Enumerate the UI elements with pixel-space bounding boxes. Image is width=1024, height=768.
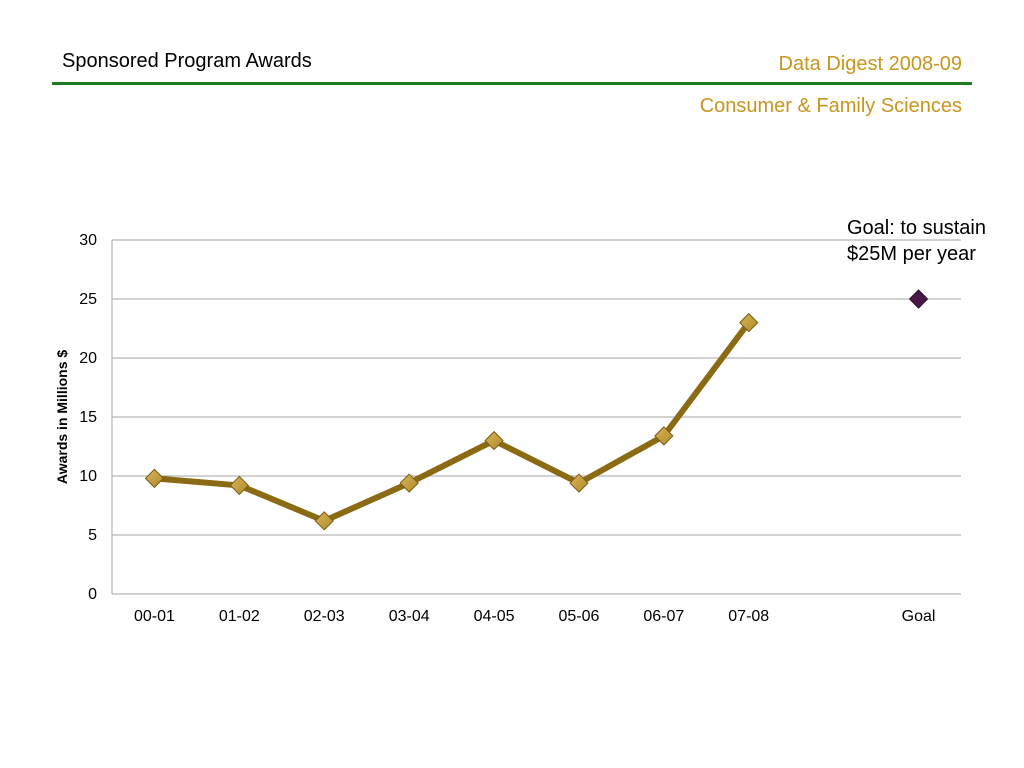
awards-data-point: [229, 475, 250, 496]
series-layer: [144, 289, 929, 531]
awards-data-point: [654, 426, 674, 446]
goal-annotation-line-2: $25M per year: [847, 243, 976, 265]
department-label: Consumer & Family Sciences: [699, 95, 962, 117]
awards-data-point: [314, 511, 334, 531]
awards-data-point: [144, 468, 165, 489]
y-axis-title: Awards in Millions $: [54, 350, 70, 485]
y-tick-label: 5: [88, 527, 97, 544]
goal-data-point: [908, 289, 929, 309]
awards-data-point: [739, 312, 759, 333]
awards-data-point: [399, 473, 419, 493]
x-tick-label: 00-01: [134, 608, 175, 625]
goal-annotation-line-1: Goal: to sustain: [847, 217, 986, 239]
x-tick-label: 01-02: [219, 608, 260, 625]
label-layer: 0 5 10 15 20 25 30 00-01 01-02 02-03 03-04 04-05 05-…: [54, 232, 935, 625]
awards-data-point: [484, 430, 504, 451]
header-divider: [52, 82, 972, 85]
awards-series-line: [151, 319, 752, 524]
y-tick-label: 0: [88, 586, 97, 603]
y-tick-label: 10: [79, 468, 97, 485]
x-tick-label: 02-03: [304, 608, 345, 625]
x-tick-label: Goal: [902, 608, 936, 625]
x-tick-label: 06-07: [643, 608, 684, 625]
x-tick-label: 04-05: [474, 608, 515, 625]
page-title: Sponsored Program Awards: [62, 50, 312, 72]
digest-label: Data Digest 2008-09: [778, 53, 962, 75]
grid-layer: [112, 239, 961, 595]
goal-annotation: Goal: to sustain $25M per year: [847, 215, 986, 267]
x-tick-label: 05-06: [558, 608, 599, 625]
x-tick-label: 07-08: [728, 608, 769, 625]
x-tick-label: 03-04: [389, 608, 430, 625]
y-tick-label: 25: [79, 291, 97, 308]
y-tick-label: 30: [79, 232, 97, 249]
y-tick-label: 20: [79, 350, 97, 367]
awards-data-point: [569, 473, 589, 493]
y-tick-label: 15: [79, 409, 97, 426]
